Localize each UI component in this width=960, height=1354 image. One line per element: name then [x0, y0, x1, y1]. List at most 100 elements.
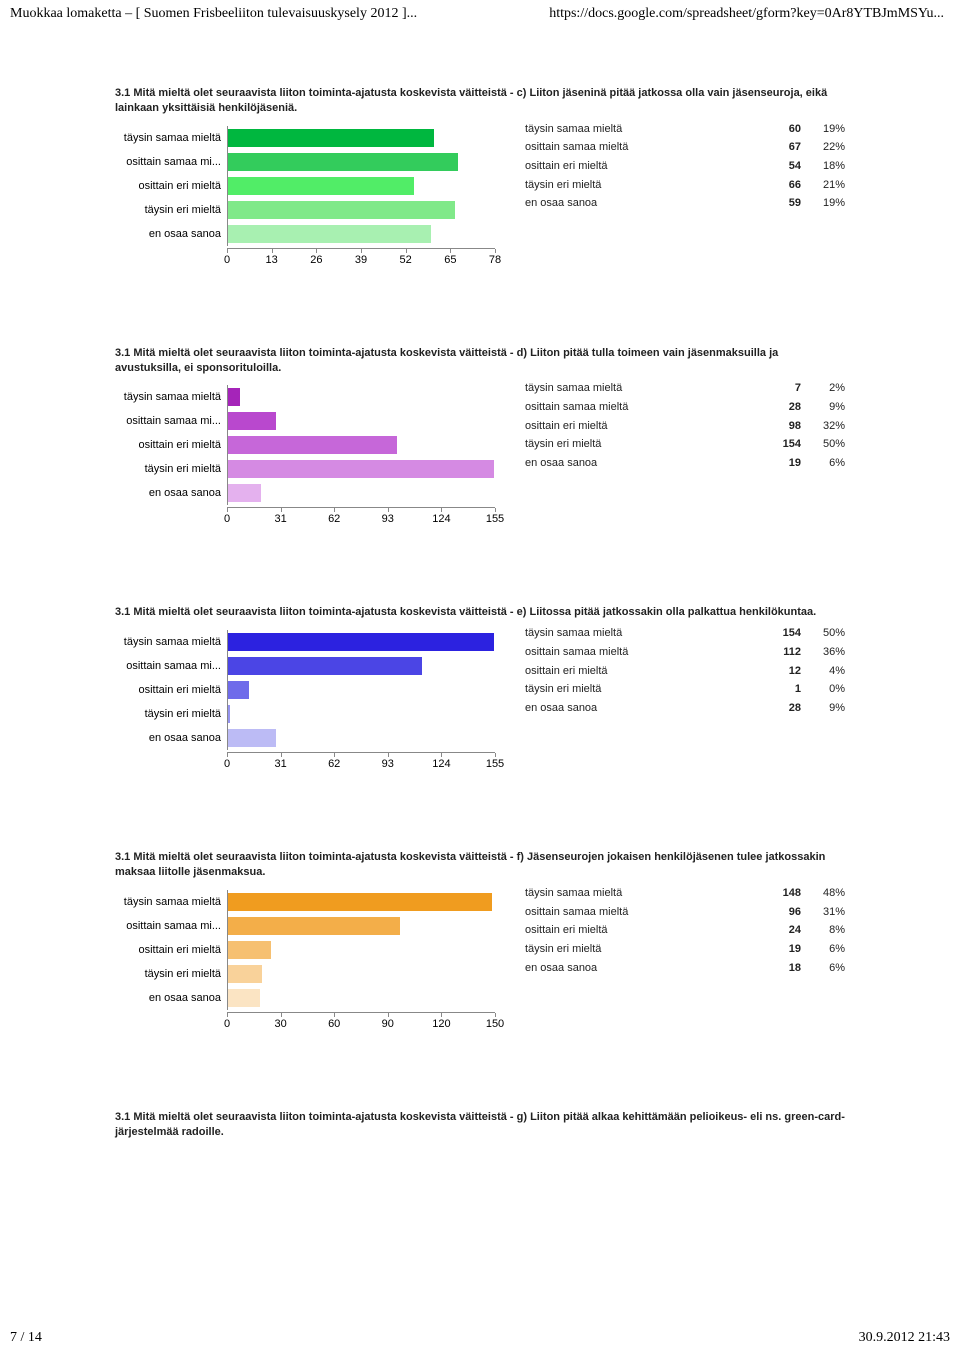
chart-bar	[228, 225, 431, 243]
data-pct: 31%	[801, 903, 845, 922]
data-row: osittain eri mieltä124%	[525, 662, 845, 681]
data-row: täysin samaa mieltä14848%	[525, 884, 845, 903]
axis-label: 0	[224, 1018, 230, 1030]
chart-row-label: en osaa sanoa	[115, 732, 227, 744]
chart-bar	[228, 893, 492, 911]
question-section: 3.1 Mitä mieltä olet seuraavista liiton …	[115, 850, 845, 1030]
axis-label: 62	[328, 758, 340, 770]
axis-tick	[495, 249, 496, 253]
chart-bar	[228, 941, 271, 959]
data-pct: 9%	[801, 699, 845, 718]
data-count: 98	[757, 417, 801, 436]
data-table: täysin samaa mieltä14848%osittain samaa …	[525, 882, 845, 977]
axis-label: 65	[444, 254, 456, 266]
axis-label: 0	[224, 513, 230, 525]
chart: täysin samaa mieltäosittain samaa mi...o…	[115, 622, 495, 770]
chart-row-label: osittain samaa mi...	[115, 920, 227, 932]
axis-tick	[388, 1013, 389, 1017]
question-body: täysin samaa mieltä osittain samaa mi... o…	[115, 377, 845, 525]
question-title: 3.1 Mitä mieltä olet seuraavista liiton …	[115, 605, 845, 620]
chart-bar	[228, 436, 397, 454]
question-title: 3.1 Mitä mieltä olet seuraavista liiton …	[115, 850, 845, 880]
chart-row-label: osittain eri mieltä	[115, 944, 227, 956]
data-pct: 6%	[801, 959, 845, 978]
data-row: täysin eri mieltä6621%	[525, 176, 845, 195]
axis-tick	[227, 249, 228, 253]
chart-row: osittain samaa mi...	[115, 409, 495, 433]
axis-label: 26	[310, 254, 322, 266]
axis-tick	[281, 508, 282, 512]
chart-row: osittain samaa mi...	[115, 150, 495, 174]
data-table: täysin samaa mieltä72%osittain samaa mie…	[525, 377, 845, 472]
chart-row: osittain eri mieltä	[115, 433, 495, 457]
data-row: en osaa sanoa186%	[525, 959, 845, 978]
question-body: täysin samaa mieltä osittain samaa mi... o…	[115, 882, 845, 1030]
axis-label: 90	[382, 1018, 394, 1030]
question-title: 3.1 Mitä mieltä olet seuraavista liiton …	[115, 1110, 845, 1140]
chart-row-label: täysin samaa mieltä	[115, 132, 227, 144]
data-pct: 19%	[801, 194, 845, 213]
data-pct: 2%	[801, 379, 845, 398]
data-count: 28	[757, 398, 801, 417]
data-label: täysin eri mieltä	[525, 940, 757, 959]
question-body: täysin samaa mieltä osittain samaa mi... o…	[115, 118, 845, 266]
axis-tick	[495, 1013, 496, 1017]
data-pct: 50%	[801, 435, 845, 454]
chart-bar	[228, 484, 261, 502]
axis-tick	[334, 508, 335, 512]
data-pct: 18%	[801, 157, 845, 176]
data-count: 7	[757, 379, 801, 398]
axis-label: 52	[400, 254, 412, 266]
chart-row-label: täysin samaa mieltä	[115, 391, 227, 403]
data-count: 19	[757, 940, 801, 959]
chart-row: osittain eri mieltä	[115, 678, 495, 702]
chart-bar	[228, 153, 458, 171]
axis-label: 155	[486, 513, 504, 525]
data-pct: 0%	[801, 680, 845, 699]
chart-row: en osaa sanoa	[115, 726, 495, 750]
data-row: osittain samaa mieltä9631%	[525, 903, 845, 922]
data-pct: 9%	[801, 398, 845, 417]
chart-row-label: täysin eri mieltä	[115, 708, 227, 720]
chart-bar	[228, 657, 422, 675]
data-row: täysin eri mieltä15450%	[525, 435, 845, 454]
chart-row-label: täysin eri mieltä	[115, 968, 227, 980]
data-table: täysin samaa mieltä15450%osittain samaa …	[525, 622, 845, 717]
axis-tick	[495, 508, 496, 512]
chart-bar	[228, 388, 240, 406]
chart-row-label: en osaa sanoa	[115, 228, 227, 240]
axis-tick	[316, 249, 317, 253]
header-right: https://docs.google.com/spreadsheet/gfor…	[549, 6, 944, 22]
data-count: 154	[757, 624, 801, 643]
data-count: 59	[757, 194, 801, 213]
axis-label: 62	[328, 513, 340, 525]
data-label: en osaa sanoa	[525, 959, 757, 978]
data-pct: 8%	[801, 921, 845, 940]
data-count: 148	[757, 884, 801, 903]
chart-bar	[228, 460, 494, 478]
data-count: 54	[757, 157, 801, 176]
chart-row-label: osittain samaa mi...	[115, 660, 227, 672]
chart-row-label: en osaa sanoa	[115, 992, 227, 1004]
data-label: osittain samaa mieltä	[525, 138, 757, 157]
chart-bar	[228, 729, 276, 747]
chart-row: osittain eri mieltä	[115, 938, 495, 962]
axis-label: 155	[486, 758, 504, 770]
footer-left: 7 / 14	[10, 1330, 42, 1346]
axis-label: 0	[224, 758, 230, 770]
chart-bar	[228, 705, 230, 723]
chart-row-label: osittain eri mieltä	[115, 439, 227, 451]
data-label: osittain eri mieltä	[525, 921, 757, 940]
chart-row-label: täysin samaa mieltä	[115, 896, 227, 908]
chart-row: täysin samaa mieltä	[115, 385, 495, 409]
axis-label: 93	[382, 758, 394, 770]
data-count: 112	[757, 643, 801, 662]
axis-label: 93	[382, 513, 394, 525]
axis-tick	[406, 249, 407, 253]
chart-row: en osaa sanoa	[115, 222, 495, 246]
page-footer: 7 / 14 30.9.2012 21:43	[10, 1330, 950, 1346]
chart-row: osittain samaa mi...	[115, 914, 495, 938]
data-pct: 4%	[801, 662, 845, 681]
data-count: 66	[757, 176, 801, 195]
data-row: täysin eri mieltä10%	[525, 680, 845, 699]
